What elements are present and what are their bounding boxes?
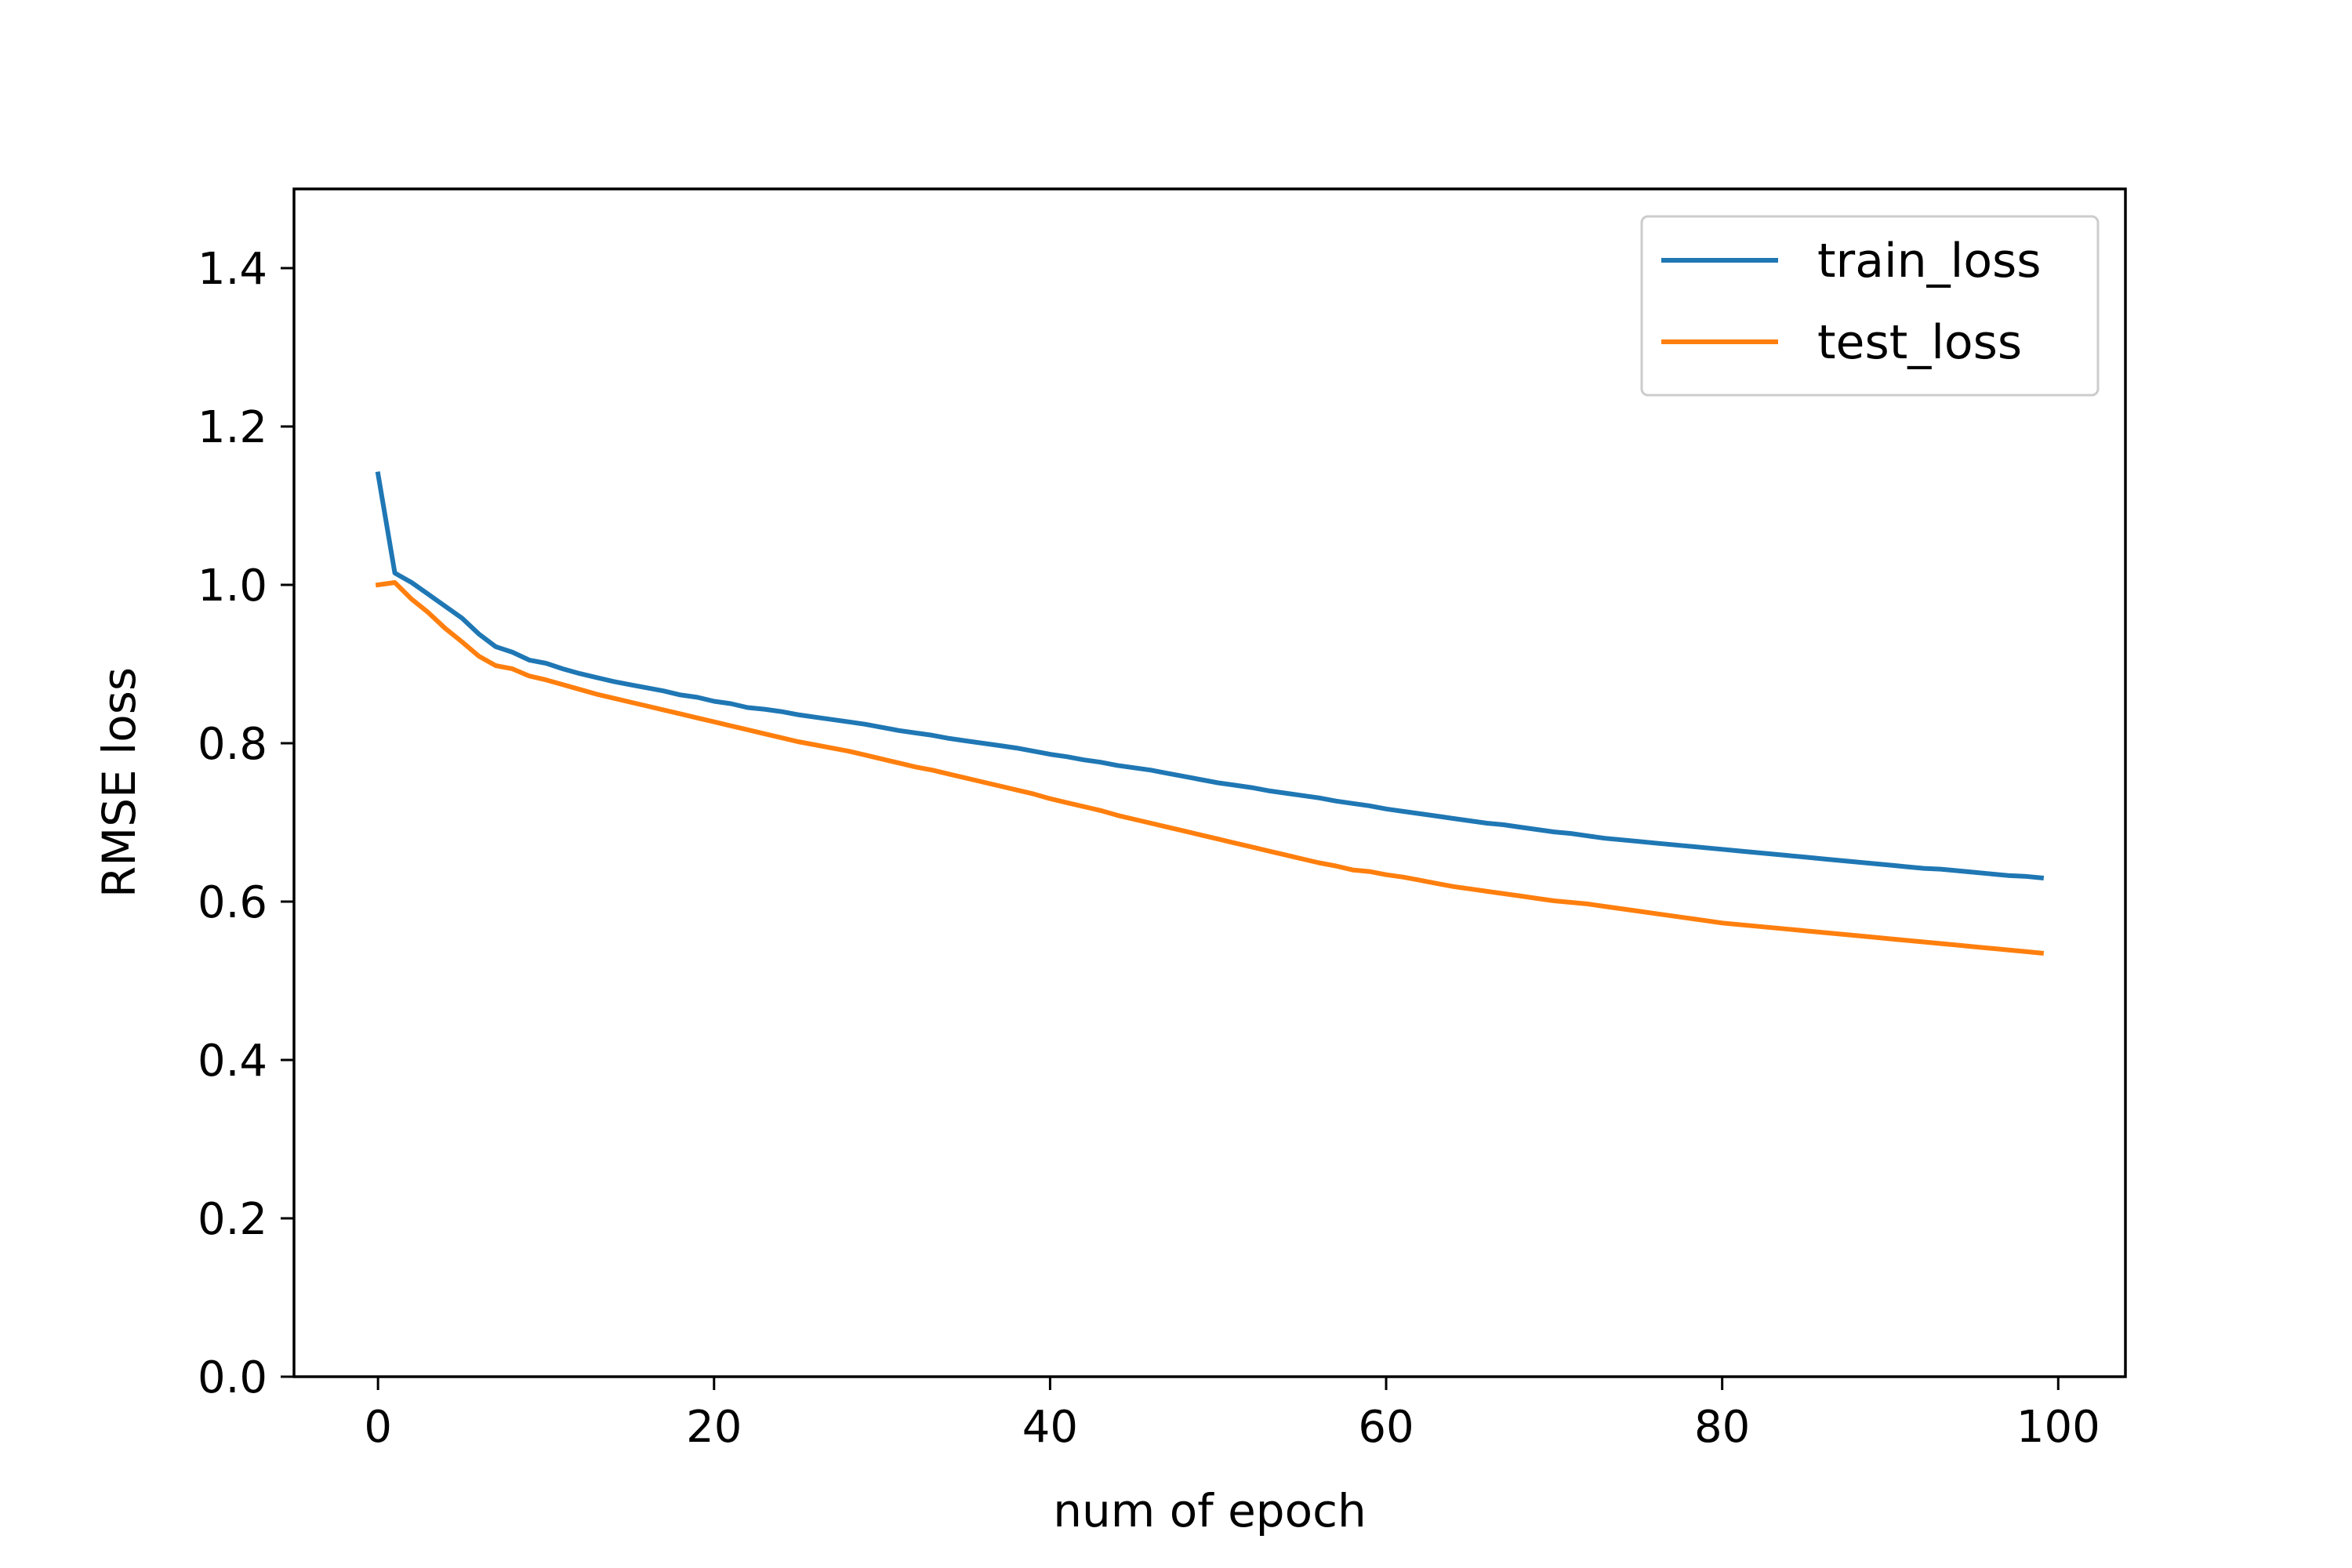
series-line-test-loss [375, 580, 2045, 956]
legend: train_loss test_loss [1640, 215, 2100, 397]
x-tick-label: 80 [1694, 1402, 1750, 1453]
x-tick-label: 100 [2016, 1402, 2100, 1453]
x-axis-title: num of epoch [1053, 1484, 1366, 1537]
y-tick-label: 0.0 [198, 1352, 267, 1403]
x-axis-ticks: 0 20 40 60 80 100 [364, 1377, 2100, 1453]
y-tick-label: 0.4 [198, 1036, 267, 1087]
series-line-train-loss [375, 471, 2045, 880]
y-tick-label: 0.8 [198, 719, 267, 770]
plot-lines [375, 471, 2045, 956]
y-tick-label: 0.2 [198, 1194, 267, 1245]
legend-label-test-loss: test_loss [1817, 315, 2022, 370]
y-tick-label: 0.6 [198, 877, 267, 928]
x-tick-label: 0 [364, 1402, 392, 1453]
y-tick-label: 1.0 [198, 561, 267, 612]
y-axis-ticks: 0.0 0.2 0.4 0.6 0.8 1.0 1.2 1.4 [198, 244, 294, 1403]
y-axis-title: RMSE loss [93, 667, 146, 898]
x-tick-label: 60 [1358, 1402, 1414, 1453]
x-tick-label: 20 [686, 1402, 742, 1453]
y-tick-label: 1.2 [198, 402, 267, 453]
y-tick-label: 1.4 [198, 244, 267, 295]
legend-label-train-loss: train_loss [1817, 234, 2042, 289]
x-tick-label: 40 [1022, 1402, 1078, 1453]
axes-frame [292, 187, 2127, 1378]
